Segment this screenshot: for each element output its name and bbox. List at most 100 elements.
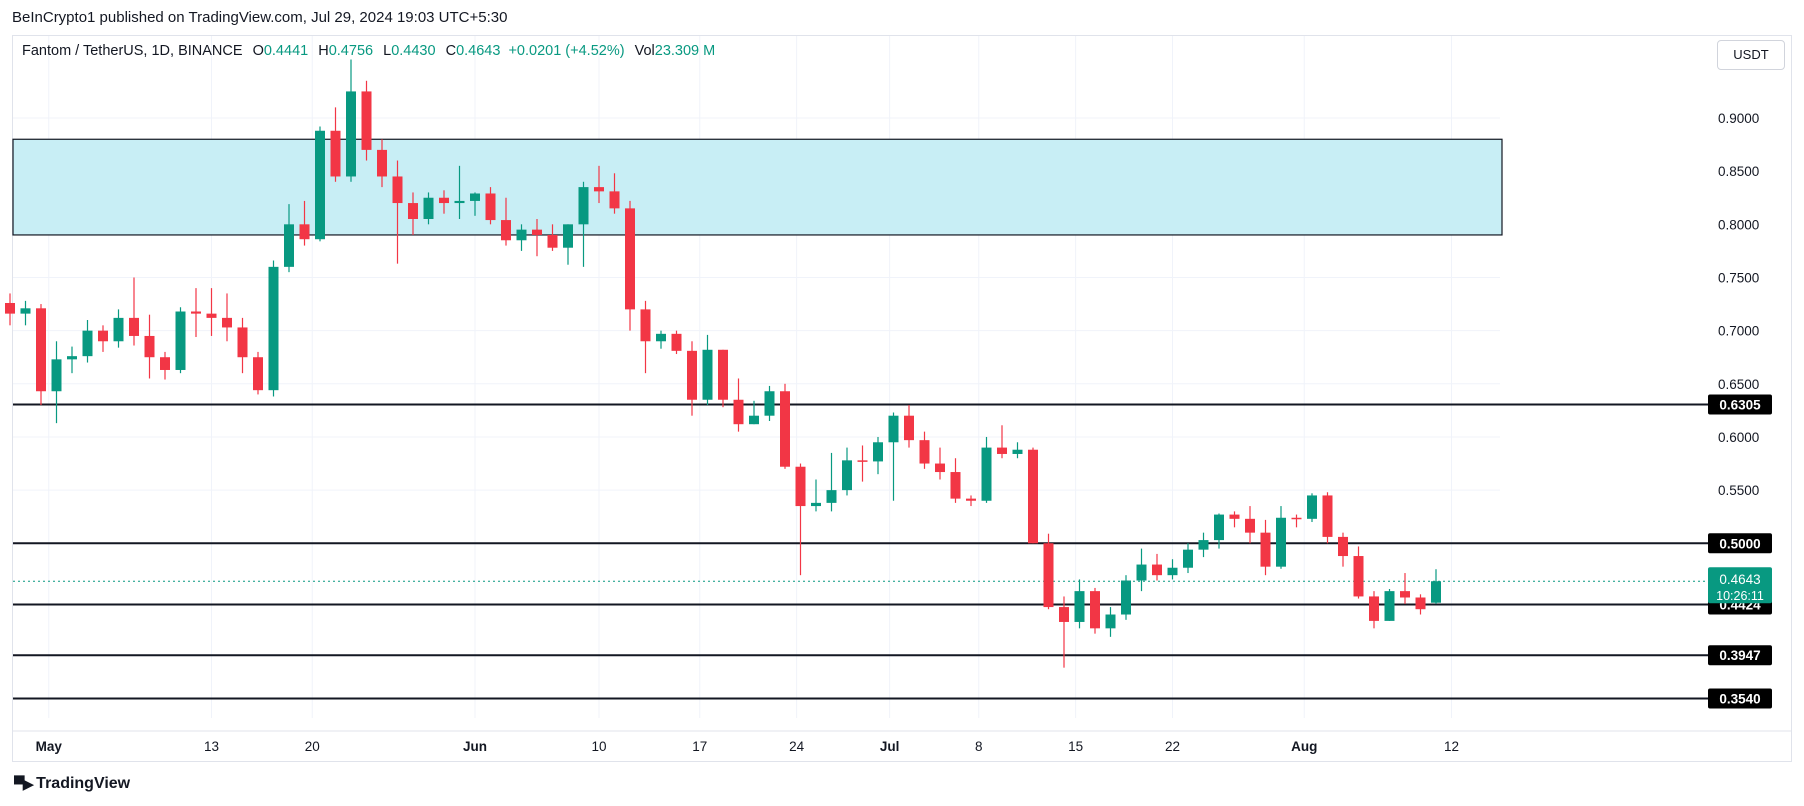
last-price-tag	[1708, 567, 1772, 604]
candle-body	[485, 193, 496, 221]
level-price-tag	[1708, 645, 1772, 666]
currency-button[interactable]: USDT	[1717, 40, 1785, 70]
countdown-label: 10:26:11	[1716, 589, 1764, 603]
candle-body	[1260, 532, 1271, 567]
tradingview-logo[interactable]: ▀▶ TradingView	[14, 775, 130, 793]
candle-body	[950, 472, 961, 499]
candle-body	[67, 356, 77, 360]
candle-body	[702, 349, 713, 400]
candle-body	[625, 208, 635, 310]
high-label: H	[318, 43, 329, 59]
candle-body	[175, 311, 186, 370]
candle-body	[873, 442, 883, 462]
x-tick-label: Aug	[1291, 739, 1317, 754]
candle-body	[191, 311, 201, 314]
candle-body	[20, 308, 31, 314]
open-value: 0.4441	[263, 43, 309, 59]
candle-body	[1400, 591, 1410, 598]
candle-body	[1369, 596, 1379, 621]
candle-body	[919, 440, 930, 464]
level-price-tag-label: 0.3947	[1719, 648, 1760, 663]
level-price-tag	[1708, 533, 1772, 554]
y-tick-label: 0.9000	[1718, 111, 1759, 126]
candle-body	[609, 191, 620, 209]
candle-body	[423, 197, 434, 220]
publisher-attribution: BeInCrypto1 published on TradingView.com…	[12, 9, 508, 26]
candle-body	[1353, 556, 1364, 597]
y-tick-label: 0.6000	[1718, 430, 1759, 445]
candle-body	[1384, 591, 1395, 621]
x-tick-label: 24	[789, 739, 805, 754]
x-tick-label: 20	[305, 739, 320, 754]
x-tick-label: 10	[591, 739, 606, 754]
level-price-tag-label: 0.5000	[1719, 536, 1760, 551]
candle-body	[640, 309, 651, 342]
candle-body	[82, 330, 93, 357]
candle-body	[113, 317, 124, 342]
candle-body	[532, 229, 542, 235]
candle-body	[284, 224, 294, 267]
candle-body	[671, 333, 682, 351]
y-tick-label: 0.7500	[1718, 270, 1759, 285]
candle-body	[578, 187, 589, 225]
candle-body	[5, 302, 15, 314]
candle-body	[1291, 517, 1302, 520]
candle-body	[780, 391, 790, 467]
candle-body	[594, 187, 604, 192]
x-tick-label: Jun	[463, 739, 487, 754]
level-price-tag-label: 0.3540	[1719, 692, 1760, 707]
level-price-tag	[1708, 688, 1772, 709]
candle-body	[966, 498, 976, 501]
high-value: 0.4756	[328, 43, 374, 59]
candle-body	[392, 176, 403, 204]
candle-body	[1012, 449, 1023, 454]
y-tick-label: 0.8000	[1718, 217, 1759, 232]
candle-body	[315, 130, 325, 240]
x-tick-label: 17	[692, 739, 707, 754]
candle-body	[687, 350, 697, 400]
candle-body	[1074, 591, 1085, 622]
candle-body	[1043, 543, 1054, 608]
ohlc-legend: Fantom / TetherUS, 1D, BINANCE O0.4441 H…	[22, 43, 715, 59]
x-tick-label: 12	[1444, 739, 1459, 754]
open-label: O	[252, 43, 264, 59]
candle-body	[129, 317, 139, 336]
candle-body	[346, 91, 356, 177]
candle-body	[361, 91, 372, 150]
change-value: +0.0201 (+4.52%)	[508, 43, 625, 59]
candle-body	[888, 415, 899, 443]
level-price-tag-label: 0.6305	[1719, 398, 1761, 413]
tradingview-logo-icon: ▀▶	[14, 776, 34, 793]
level-price-tag	[1708, 394, 1772, 415]
candle-body	[718, 349, 728, 400]
candle-body	[253, 357, 263, 391]
candle-body	[377, 149, 387, 177]
candle-body	[795, 466, 806, 507]
x-tick-label: 15	[1068, 739, 1083, 754]
candle-body	[516, 229, 527, 241]
candle-body	[904, 415, 914, 441]
tradingview-logo-text: TradingView	[36, 775, 131, 792]
candle-body	[563, 224, 573, 248]
y-tick-label: 0.5500	[1718, 483, 1759, 498]
candle-body	[98, 330, 108, 342]
candle-body	[160, 357, 170, 370]
candle-body	[1214, 514, 1224, 541]
candle-body	[1090, 591, 1100, 629]
candle-body	[935, 463, 945, 473]
candle-body	[997, 447, 1007, 454]
y-tick-label: 0.7000	[1718, 324, 1759, 339]
candle-body	[1152, 564, 1162, 576]
candle-body	[1322, 495, 1333, 537]
candle-body	[330, 130, 341, 177]
x-tick-label: Jul	[880, 739, 900, 754]
y-tick-label: 0.6500	[1718, 377, 1759, 392]
candle-body	[1028, 449, 1038, 544]
candle-body	[454, 200, 465, 204]
candle-body	[51, 359, 62, 392]
candle-body	[733, 399, 744, 425]
candle-body	[408, 203, 418, 220]
symbol-title[interactable]: Fantom / TetherUS, 1D, BINANCE	[22, 43, 243, 59]
candle-body	[1276, 517, 1286, 567]
